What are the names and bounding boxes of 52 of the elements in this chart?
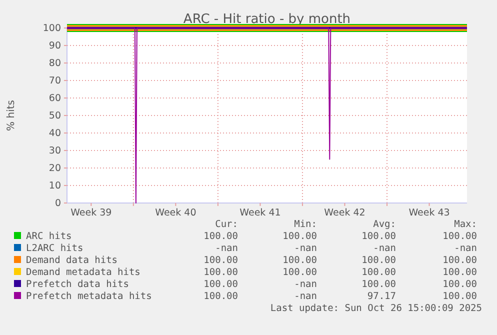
- y-tick-label: 10: [48, 180, 61, 192]
- text: 100.00: [282, 267, 318, 278]
- legend-label: L2ARC hits: [26, 243, 84, 254]
- text: 100.00: [282, 231, 318, 242]
- y-tick-label: 70: [48, 76, 61, 87]
- y-tick-label: 0: [54, 198, 61, 210]
- text: 100.00: [362, 267, 396, 278]
- y-tick-label: 80: [48, 58, 61, 70]
- text: -nan: [294, 279, 317, 290]
- x-tick-label: Week 39: [70, 208, 112, 219]
- x-tick-label: Week 43: [408, 208, 450, 219]
- text: 100.00: [362, 231, 396, 242]
- legend-label: Demand metadata hits: [26, 267, 140, 278]
- y-tick-label: 20: [48, 163, 61, 174]
- text: 100.00: [362, 279, 396, 290]
- text: Last update: Sun Oct 26 15:00:09 2025: [270, 303, 482, 314]
- text: Cur:: [215, 219, 238, 230]
- text: Avg:: [373, 219, 396, 230]
- y-tick-label: 40: [48, 128, 61, 140]
- text: -nan: [294, 291, 317, 302]
- x-tick-label: Week 41: [240, 208, 281, 219]
- text: 97.17: [367, 291, 396, 302]
- y-tick-label: 100: [42, 23, 61, 34]
- text: -nan: [294, 243, 317, 254]
- text: 100.00: [442, 267, 478, 278]
- text: 100.00: [204, 255, 238, 266]
- text: 100.00: [442, 279, 478, 290]
- legend-label: Demand data hits: [26, 255, 118, 266]
- y-tick-label: 60: [48, 93, 61, 104]
- text: 100.00: [362, 255, 396, 266]
- text: Max:: [454, 219, 477, 230]
- text: 100.00: [204, 291, 238, 302]
- text: 100.00: [442, 255, 478, 266]
- legend-label: Prefetch data hits: [26, 279, 129, 290]
- text: 100.00: [204, 279, 238, 290]
- legend-label: Prefetch metadata hits: [26, 291, 152, 302]
- y-tick-label: 90: [48, 40, 61, 52]
- text: 100.00: [204, 231, 238, 242]
- text: 100.00: [442, 231, 478, 242]
- y-axis-title: % hits: [6, 100, 17, 131]
- text: -nan: [215, 243, 238, 254]
- text: Min:: [294, 219, 317, 230]
- legend-label: ARC hits: [26, 231, 72, 242]
- text: 100.00: [442, 291, 478, 302]
- text: 100.00: [282, 255, 318, 266]
- x-tick-label: Week 42: [324, 208, 366, 219]
- text: 100.00: [204, 267, 238, 278]
- text: -nan: [454, 243, 477, 254]
- text: -nan: [373, 243, 396, 254]
- x-tick-label: Week 40: [155, 208, 196, 219]
- y-tick-label: 30: [48, 146, 61, 157]
- y-tick-label: 50: [48, 110, 61, 122]
